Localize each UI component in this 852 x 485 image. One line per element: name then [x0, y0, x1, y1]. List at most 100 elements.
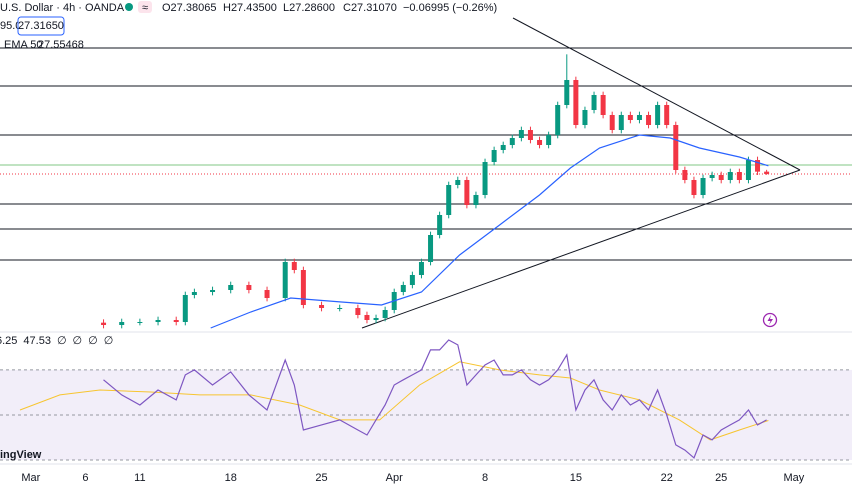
candle-body — [300, 270, 306, 305]
candle-body — [591, 95, 597, 110]
candle-body — [119, 322, 125, 325]
ema-line — [210, 134, 769, 329]
candle-body — [527, 130, 533, 140]
candle-body — [664, 105, 670, 125]
x-tick-label: Apr — [386, 472, 403, 484]
ema-value: 27.55468 — [38, 39, 84, 51]
x-tick-label: May — [783, 472, 804, 484]
candle-body — [182, 295, 188, 322]
header: U.S. Dollar · 4h · OANDA ≈ O27.38065 H27… — [0, 1, 497, 51]
candle-body — [745, 160, 751, 180]
candle-body — [400, 285, 406, 292]
candle-body — [718, 175, 724, 180]
price-box-label: 27.31650 — [18, 20, 64, 32]
candle-body — [428, 235, 434, 262]
rsi-legend-value: 47.53 — [23, 335, 51, 347]
candle-body — [736, 172, 742, 180]
candle-body — [409, 275, 415, 285]
x-tick-label: 18 — [225, 472, 237, 484]
rsi-ma-line — [19, 361, 769, 441]
candle-body — [155, 320, 161, 322]
candle-body — [101, 322, 107, 325]
candle-body — [473, 195, 479, 205]
candle-body — [373, 318, 379, 320]
candle-body — [246, 285, 252, 290]
x-tick-label: 25 — [715, 472, 727, 484]
candle-body — [682, 170, 688, 180]
triangle-line — [361, 169, 801, 329]
candle-body — [546, 135, 552, 145]
candle-body — [673, 125, 679, 170]
candle-body — [646, 115, 652, 125]
rsi-legend-value: ∅ — [104, 335, 114, 347]
x-tick-label: 11 — [134, 472, 145, 484]
x-tick-label: 6 — [82, 472, 88, 484]
candle-body — [137, 322, 143, 323]
rsi-line — [103, 339, 767, 459]
candle-body — [210, 290, 216, 292]
candle-body — [627, 115, 633, 120]
candle-body — [691, 180, 697, 195]
triangle-line — [512, 17, 801, 171]
x-tick-label: 25 — [315, 472, 327, 484]
candle-body — [264, 290, 270, 298]
rsi-legend-value: 6.25 — [0, 335, 17, 347]
price-box — [17, 16, 65, 36]
status-icon: ≈ — [142, 2, 148, 14]
candle-body — [509, 138, 515, 145]
candle-body — [727, 172, 733, 180]
candle-body — [609, 115, 615, 130]
candle-body — [319, 305, 325, 308]
candle-body — [291, 262, 297, 270]
rsi-pane: 6.25 47.53 ∅ ∅ ∅ ∅ — [0, 331, 852, 461]
open-label: O27.38065 — [162, 2, 216, 14]
candle-body — [600, 95, 606, 115]
close-label: C27.31070 — [343, 2, 397, 14]
candle-body — [518, 130, 524, 138]
candle-body — [446, 185, 452, 215]
candle-body — [537, 140, 543, 145]
candle-body — [455, 180, 461, 185]
rsi-lines — [19, 339, 769, 459]
x-tick-label: 8 — [482, 472, 488, 484]
rsi-legend-value: ∅ — [57, 335, 67, 347]
candle-body — [636, 115, 642, 120]
candle-body — [618, 115, 624, 130]
row2-label: 95.0 — [0, 20, 21, 32]
candle-body — [764, 171, 770, 174]
candle-body — [573, 80, 579, 125]
candle-body — [364, 315, 370, 320]
candle-body — [582, 110, 588, 125]
status-dot — [125, 3, 133, 11]
watermark: ingView — [0, 449, 42, 461]
candle-body — [709, 175, 715, 178]
lightning-icon — [762, 312, 778, 328]
candle-body — [173, 320, 179, 322]
rsi-legend-value: ∅ — [73, 335, 83, 347]
candle-body — [500, 145, 506, 150]
x-tick-label: 22 — [661, 472, 673, 484]
candle-body — [418, 262, 424, 275]
candle-body — [337, 308, 343, 309]
candle-body — [464, 180, 470, 205]
candle-body — [655, 105, 661, 125]
candle-body — [282, 262, 288, 298]
candle-body — [700, 178, 706, 195]
price-pane — [0, 17, 852, 329]
low-label: L27.28600 — [283, 2, 335, 14]
rsi-legend-value: ∅ — [88, 335, 98, 347]
ema-label: EMA 50 — [4, 39, 43, 51]
status-badge — [138, 1, 152, 13]
candle-body — [555, 105, 561, 135]
x-axis: Mar 6 11 18 25 Apr 8 15 22 25 May — [0, 463, 852, 484]
symbol-title: U.S. Dollar · 4h · OANDA — [0, 2, 125, 14]
candle-body — [382, 310, 388, 318]
candle-body — [482, 162, 488, 195]
x-tick-label: Mar — [21, 472, 40, 484]
candle-body — [228, 285, 234, 290]
candle-body — [437, 215, 443, 235]
change-label: −0.06995 (−0.26%) — [403, 2, 497, 14]
candle-body — [564, 80, 570, 105]
